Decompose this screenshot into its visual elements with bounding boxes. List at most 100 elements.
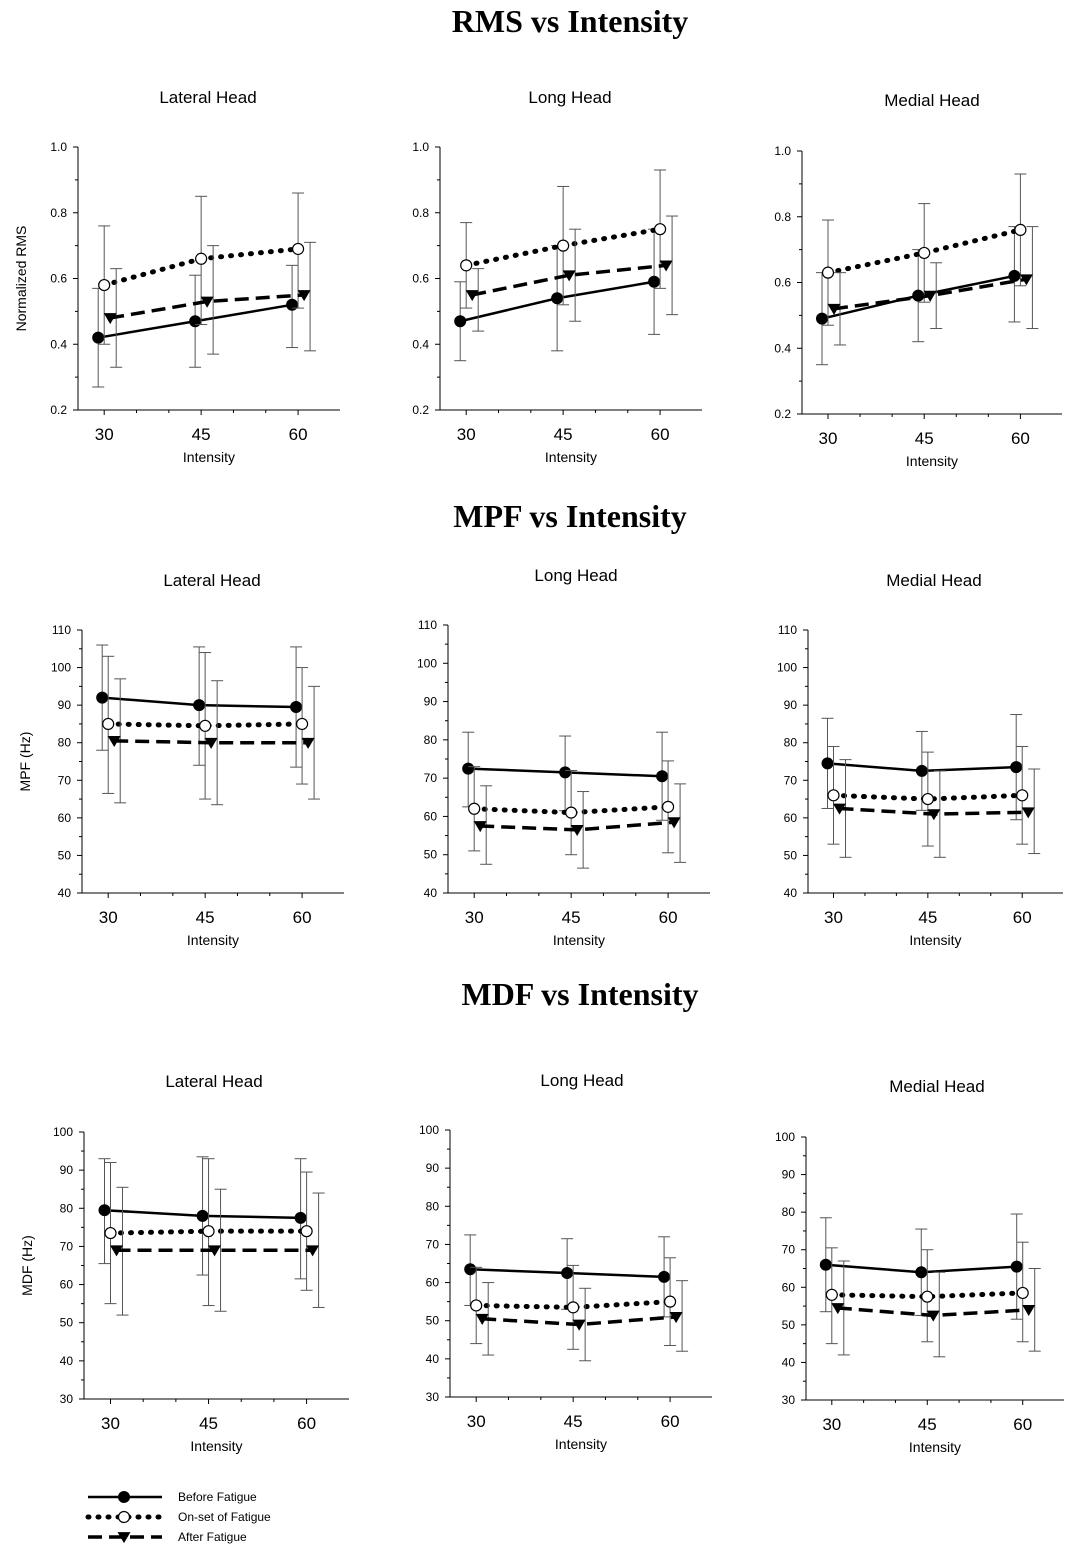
x-axis-label: Intensity	[555, 1436, 607, 1452]
y-tick-label: 30	[60, 1392, 74, 1406]
data-point	[294, 1211, 307, 1224]
series-2	[465, 215, 679, 332]
x-tick-label: 30	[819, 429, 838, 448]
series-2	[103, 241, 317, 368]
x-axis-label: Intensity	[187, 932, 239, 948]
series-0	[462, 731, 669, 821]
x-tick-label: 60	[1013, 1415, 1032, 1434]
data-point	[107, 735, 121, 748]
data-point	[193, 699, 206, 712]
data-point	[1016, 789, 1029, 802]
series-1	[104, 1158, 313, 1307]
legend-item: After Fatigue	[88, 1530, 247, 1544]
x-tick-label: 30	[99, 908, 118, 927]
chart-panel: Long Head 30 40 50 60 70 80 90 100 30 45 60 Intensit…	[419, 1071, 712, 1452]
series-line	[471, 263, 667, 297]
legend-label: Before Fatigue	[178, 1490, 257, 1504]
series-1	[468, 760, 675, 856]
data-point	[1022, 1304, 1036, 1317]
x-tick-label: 30	[101, 1414, 120, 1433]
y-tick-label: 100	[51, 661, 71, 675]
data-point	[98, 278, 111, 292]
series-0	[92, 264, 299, 388]
data-point	[468, 802, 481, 815]
y-tick-label: 90	[424, 695, 438, 709]
data-point	[454, 315, 467, 328]
x-tick-label: 45	[199, 1414, 218, 1433]
data-point	[199, 719, 212, 732]
x-tick-label: 45	[564, 1412, 583, 1431]
y-tick-label: 70	[782, 1243, 796, 1257]
y-tick-label: 70	[424, 771, 438, 785]
data-point	[648, 275, 661, 288]
y-tick-label: 110	[778, 623, 797, 637]
y-tick-label: 90	[60, 1163, 74, 1177]
y-tick-label: 70	[426, 1237, 440, 1251]
y-tick-label: 0.4	[774, 341, 791, 355]
x-tick-label: 60	[293, 908, 312, 927]
data-point	[473, 821, 487, 833]
series-0	[821, 714, 1023, 821]
data-point	[92, 331, 105, 344]
series-2	[107, 678, 321, 806]
panel-title: Long Head	[528, 88, 611, 107]
data-point	[821, 266, 835, 279]
series-1	[827, 745, 1029, 847]
panel-title: Lateral Head	[159, 88, 256, 107]
series-2	[475, 1280, 689, 1362]
y-tick-label: 60	[58, 811, 72, 825]
data-point	[915, 764, 928, 777]
data-point	[827, 789, 840, 802]
y-tick-label: 0.8	[50, 206, 67, 220]
y-tick-label: 60	[60, 1278, 74, 1292]
data-point	[562, 270, 576, 282]
data-point	[98, 1204, 111, 1217]
data-point	[656, 770, 669, 783]
panel-title: Long Head	[540, 1071, 623, 1090]
series-line	[471, 804, 671, 816]
data-point	[561, 1267, 574, 1280]
data-point	[301, 737, 315, 749]
data-point	[306, 1245, 320, 1257]
data-point	[658, 1270, 671, 1283]
x-tick-label: 45	[554, 425, 573, 444]
data-point	[464, 1263, 477, 1276]
data-point	[1019, 274, 1033, 286]
x-tick-label: 45	[918, 908, 937, 927]
x-tick-label: 45	[562, 908, 581, 927]
panel-title: Lateral Head	[163, 571, 260, 590]
y-tick-label: 40	[782, 1355, 796, 1369]
y-tick-label: 40	[784, 886, 798, 900]
series-line	[473, 1299, 673, 1310]
y-tick-label: 60	[784, 811, 798, 825]
y-tick-label: 90	[782, 1168, 796, 1182]
series-2	[473, 783, 687, 869]
y-tick-label: 1.0	[774, 144, 791, 158]
chart-panel: Lateral Head 30 40 50 60 70 80 90 100 30 45 60 Inten…	[19, 1072, 349, 1454]
x-tick-label: 60	[661, 1412, 680, 1431]
series-2	[110, 1186, 325, 1316]
x-tick-label: 30	[824, 908, 843, 927]
y-tick-label: 40	[424, 886, 438, 900]
series-1	[821, 173, 1027, 326]
x-tick-label: 45	[915, 429, 934, 448]
y-tick-label: 80	[424, 733, 438, 747]
y-tick-label: 0.8	[774, 210, 791, 224]
y-tick-label: 60	[424, 809, 438, 823]
data-point	[570, 824, 584, 837]
series-line	[109, 293, 305, 320]
x-axis-label: Intensity	[909, 1439, 961, 1455]
x-tick-label: 30	[822, 1415, 841, 1434]
y-tick-label: 110	[418, 618, 437, 632]
data-point	[915, 1266, 928, 1279]
series-2	[831, 1260, 1041, 1358]
data-point	[295, 717, 309, 731]
section-title-mdf: MDF vs Intensity	[461, 976, 698, 1012]
y-tick-label: 110	[52, 623, 71, 637]
data-point	[827, 303, 841, 315]
x-axis-label: Intensity	[183, 449, 235, 465]
y-tick-label: 0.2	[412, 403, 429, 417]
y-tick-label: 100	[417, 656, 437, 670]
data-point	[661, 800, 675, 813]
data-point	[286, 298, 299, 311]
